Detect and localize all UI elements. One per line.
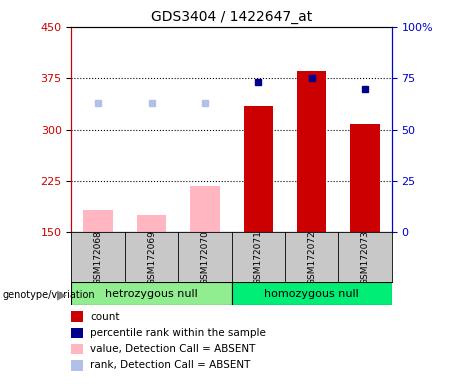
Title: GDS3404 / 1422647_at: GDS3404 / 1422647_at <box>151 10 312 25</box>
Bar <box>83 210 113 232</box>
Text: GSM172069: GSM172069 <box>147 230 156 285</box>
Bar <box>231 282 392 305</box>
Text: percentile rank within the sample: percentile rank within the sample <box>90 328 266 338</box>
Text: rank, Detection Call = ABSENT: rank, Detection Call = ABSENT <box>90 360 250 370</box>
Text: hetrozygous null: hetrozygous null <box>105 289 198 299</box>
Bar <box>137 215 166 232</box>
Text: GSM172068: GSM172068 <box>94 230 103 285</box>
Text: homozygous null: homozygous null <box>264 289 359 299</box>
Text: GSM172072: GSM172072 <box>307 230 316 285</box>
Bar <box>297 71 326 232</box>
Text: GSM172070: GSM172070 <box>201 230 209 285</box>
Bar <box>244 106 273 232</box>
Bar <box>350 124 380 232</box>
Text: GSM172073: GSM172073 <box>361 230 370 285</box>
Text: genotype/variation: genotype/variation <box>2 290 95 300</box>
Bar <box>71 282 231 305</box>
Text: ▶: ▶ <box>57 288 67 301</box>
Text: value, Detection Call = ABSENT: value, Detection Call = ABSENT <box>90 344 255 354</box>
Text: GSM172071: GSM172071 <box>254 230 263 285</box>
Text: count: count <box>90 312 119 322</box>
Bar <box>190 186 219 232</box>
